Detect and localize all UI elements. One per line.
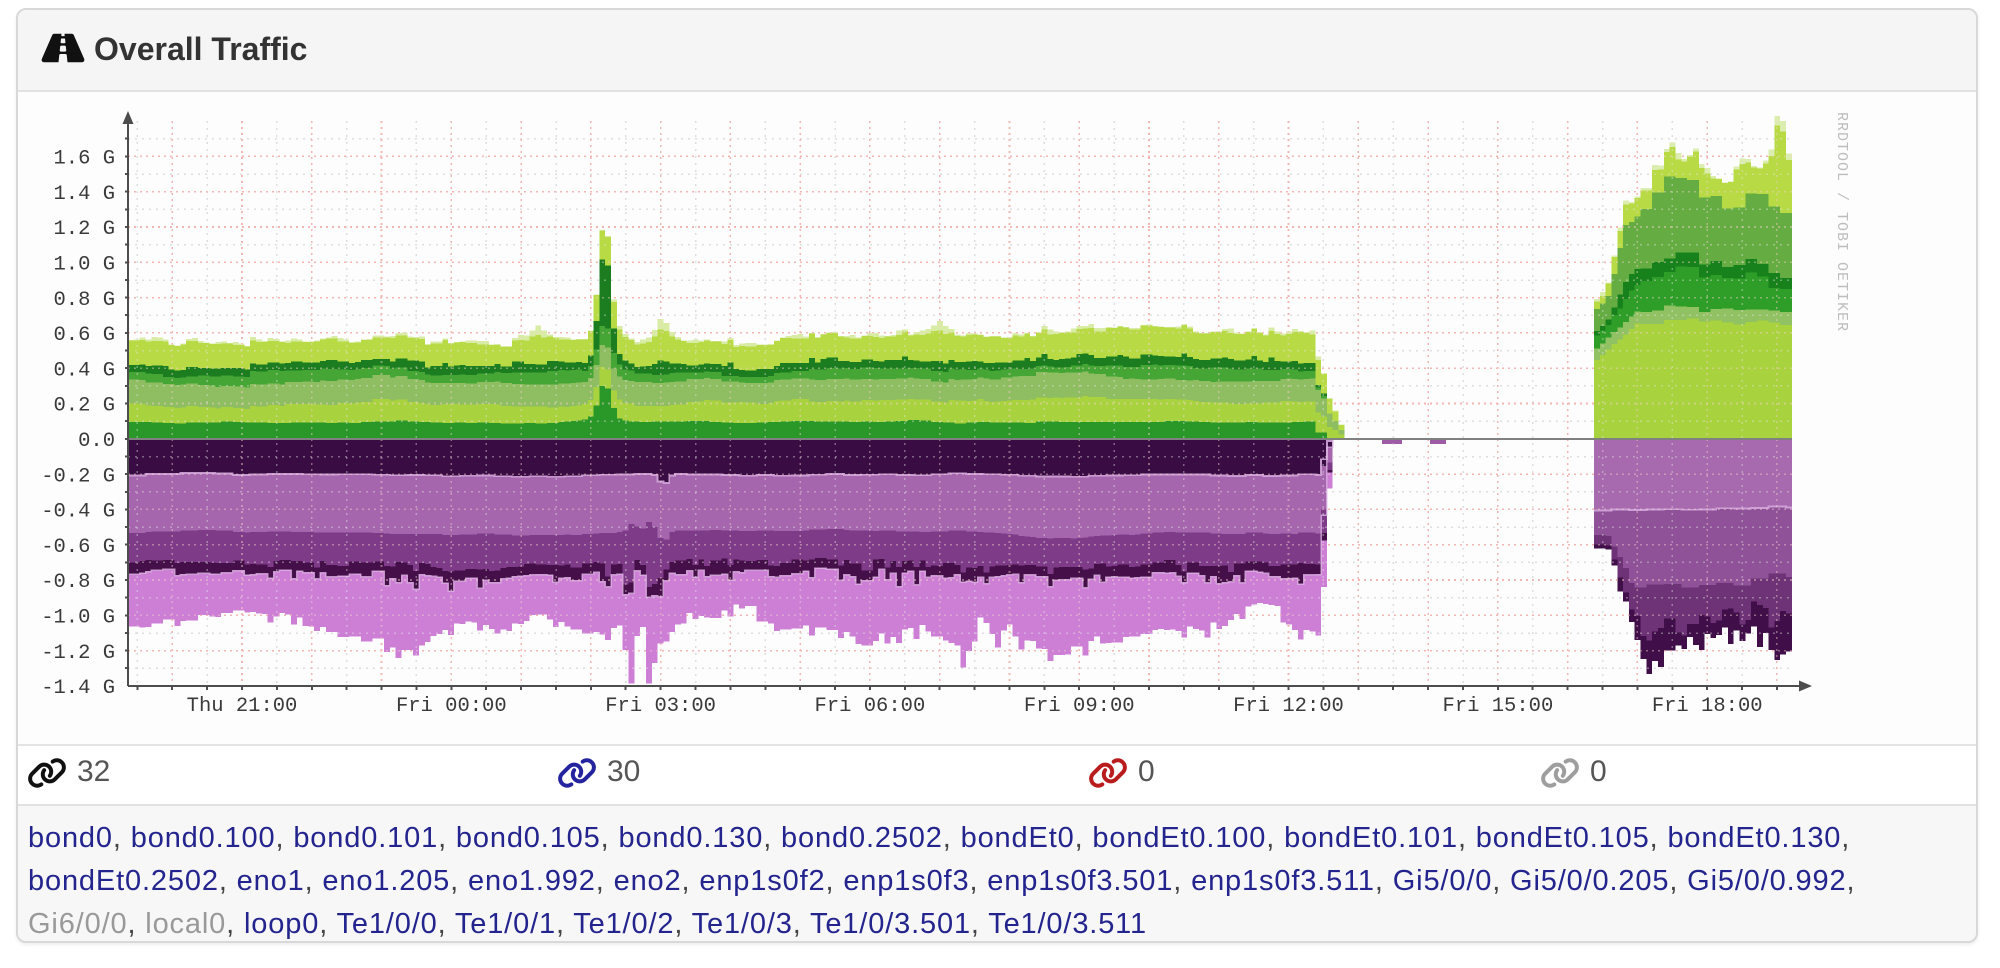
svg-text:Fri 12:00: Fri 12:00 — [1233, 695, 1344, 718]
svg-text:0.4 G: 0.4 G — [53, 359, 115, 382]
svg-text:RRDTOOL / TOBI OETIKER: RRDTOOL / TOBI OETIKER — [1833, 112, 1850, 332]
svg-text:-1.4 G: -1.4 G — [41, 677, 115, 700]
svg-text:0.8 G: 0.8 G — [53, 289, 115, 312]
svg-text:Thu 21:00: Thu 21:00 — [187, 695, 298, 718]
svg-text:Fri 18:00: Fri 18:00 — [1652, 695, 1763, 718]
svg-text:-1.0 G: -1.0 G — [41, 607, 115, 630]
svg-text:-0.4 G: -0.4 G — [41, 501, 115, 524]
svg-text:Fri 03:00: Fri 03:00 — [605, 695, 716, 718]
svg-text:-0.2 G: -0.2 G — [41, 465, 115, 488]
svg-text:0.6 G: 0.6 G — [53, 324, 115, 347]
svg-text:1.6 G: 1.6 G — [53, 148, 115, 171]
svg-text:-0.8 G: -0.8 G — [41, 571, 115, 594]
svg-text:0.0: 0.0 — [78, 430, 115, 453]
svg-text:Fri 15:00: Fri 15:00 — [1443, 695, 1554, 718]
svg-text:1.4 G: 1.4 G — [53, 183, 115, 206]
svg-text:-1.2 G: -1.2 G — [41, 642, 115, 665]
svg-text:0.2 G: 0.2 G — [53, 395, 115, 418]
svg-text:1.0 G: 1.0 G — [53, 254, 115, 277]
svg-text:Fri 09:00: Fri 09:00 — [1024, 695, 1135, 718]
svg-text:-0.6 G: -0.6 G — [41, 536, 115, 559]
svg-text:Fri 06:00: Fri 06:00 — [815, 695, 926, 718]
svg-text:Fri 00:00: Fri 00:00 — [396, 695, 507, 718]
svg-text:1.2 G: 1.2 G — [53, 218, 115, 241]
